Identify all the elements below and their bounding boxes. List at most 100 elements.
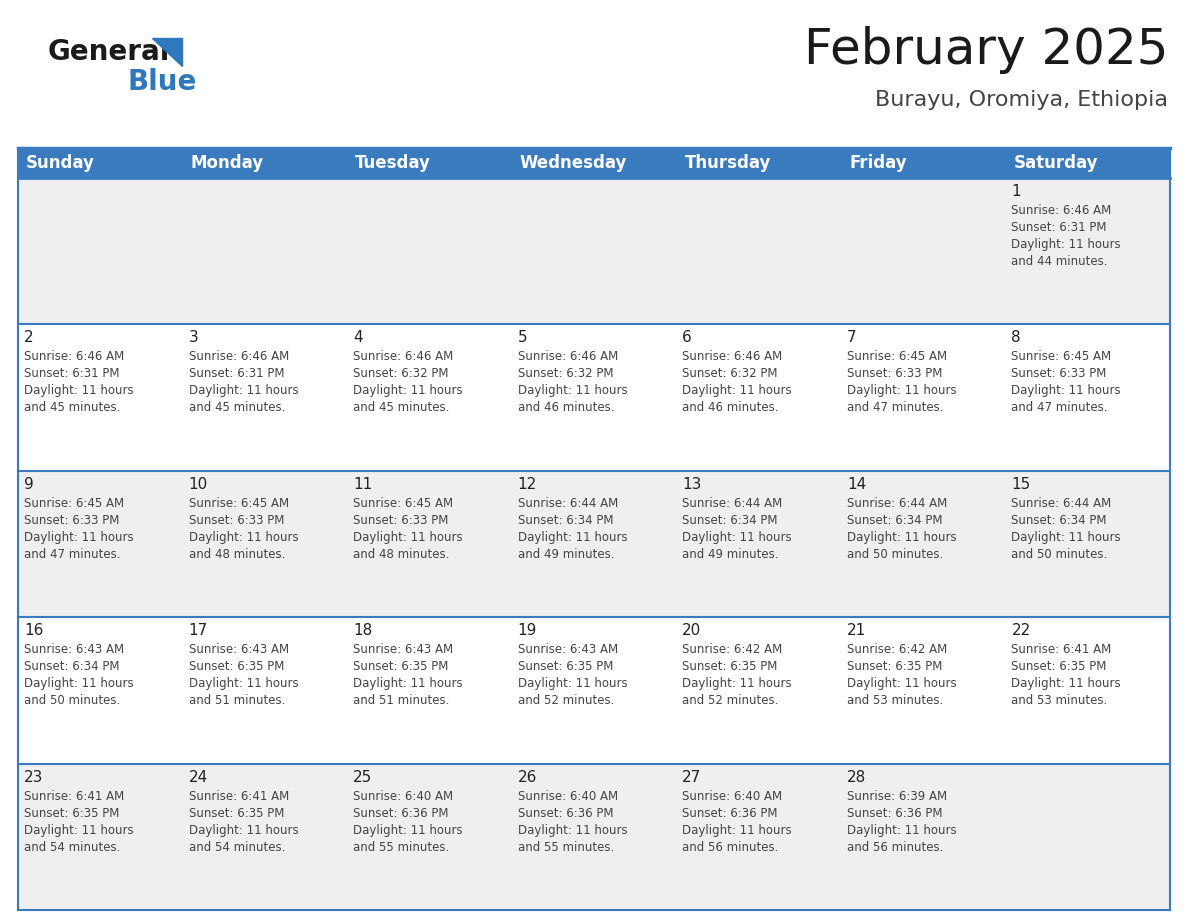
Text: Sunrise: 6:45 AM: Sunrise: 6:45 AM (24, 497, 124, 509)
Text: 16: 16 (24, 623, 44, 638)
Text: and 45 minutes.: and 45 minutes. (353, 401, 449, 414)
Text: General: General (48, 38, 170, 66)
Text: Daylight: 11 hours: Daylight: 11 hours (847, 531, 956, 543)
Text: Daylight: 11 hours: Daylight: 11 hours (682, 677, 792, 690)
Bar (18, 178, 1170, 324)
Text: 7: 7 (847, 330, 857, 345)
Text: and 48 minutes.: and 48 minutes. (353, 548, 449, 561)
Text: Sunrise: 6:43 AM: Sunrise: 6:43 AM (353, 644, 454, 656)
Text: and 49 minutes.: and 49 minutes. (518, 548, 614, 561)
Text: Sunrise: 6:40 AM: Sunrise: 6:40 AM (682, 789, 783, 802)
Text: and 46 minutes.: and 46 minutes. (518, 401, 614, 414)
Text: Sunset: 6:32 PM: Sunset: 6:32 PM (353, 367, 449, 380)
Text: 19: 19 (518, 623, 537, 638)
Bar (18, 764, 1170, 910)
Bar (676, 148, 841, 178)
Text: Daylight: 11 hours: Daylight: 11 hours (847, 823, 956, 836)
Text: Daylight: 11 hours: Daylight: 11 hours (1011, 677, 1121, 690)
Text: Sunrise: 6:42 AM: Sunrise: 6:42 AM (682, 644, 783, 656)
Text: Daylight: 11 hours: Daylight: 11 hours (518, 385, 627, 397)
Text: Daylight: 11 hours: Daylight: 11 hours (189, 531, 298, 543)
Text: and 47 minutes.: and 47 minutes. (1011, 401, 1108, 414)
Bar (18, 148, 183, 178)
Text: Sunset: 6:36 PM: Sunset: 6:36 PM (518, 807, 613, 820)
Text: 28: 28 (847, 769, 866, 785)
Text: Sunset: 6:33 PM: Sunset: 6:33 PM (353, 514, 449, 527)
Bar (18, 324, 1170, 471)
Text: Daylight: 11 hours: Daylight: 11 hours (1011, 238, 1121, 251)
Text: Tuesday: Tuesday (355, 154, 431, 172)
Text: 21: 21 (847, 623, 866, 638)
Text: Sunset: 6:33 PM: Sunset: 6:33 PM (847, 367, 942, 380)
Text: 10: 10 (189, 476, 208, 492)
Text: Daylight: 11 hours: Daylight: 11 hours (24, 385, 133, 397)
Text: 12: 12 (518, 476, 537, 492)
Text: and 56 minutes.: and 56 minutes. (847, 841, 943, 854)
Text: Friday: Friday (849, 154, 906, 172)
Text: Sunset: 6:33 PM: Sunset: 6:33 PM (189, 514, 284, 527)
Text: Saturday: Saturday (1013, 154, 1098, 172)
Bar (512, 148, 676, 178)
Text: Sunset: 6:31 PM: Sunset: 6:31 PM (24, 367, 120, 380)
Text: and 47 minutes.: and 47 minutes. (847, 401, 943, 414)
Text: Monday: Monday (191, 154, 264, 172)
Text: Daylight: 11 hours: Daylight: 11 hours (189, 677, 298, 690)
Text: 2: 2 (24, 330, 33, 345)
Text: Daylight: 11 hours: Daylight: 11 hours (353, 677, 463, 690)
Bar (18, 471, 1170, 617)
Text: and 55 minutes.: and 55 minutes. (353, 841, 449, 854)
Bar (18, 617, 1170, 764)
Text: Sunrise: 6:39 AM: Sunrise: 6:39 AM (847, 789, 947, 802)
Text: Daylight: 11 hours: Daylight: 11 hours (1011, 385, 1121, 397)
Text: 17: 17 (189, 623, 208, 638)
Text: 22: 22 (1011, 623, 1031, 638)
Text: Daylight: 11 hours: Daylight: 11 hours (24, 531, 133, 543)
Text: Sunset: 6:35 PM: Sunset: 6:35 PM (189, 660, 284, 673)
Text: and 55 minutes.: and 55 minutes. (518, 841, 614, 854)
Text: Daylight: 11 hours: Daylight: 11 hours (682, 823, 792, 836)
Text: 15: 15 (1011, 476, 1031, 492)
Text: Daylight: 11 hours: Daylight: 11 hours (353, 385, 463, 397)
Text: Daylight: 11 hours: Daylight: 11 hours (353, 823, 463, 836)
Text: and 44 minutes.: and 44 minutes. (1011, 255, 1108, 268)
Text: Sunset: 6:32 PM: Sunset: 6:32 PM (518, 367, 613, 380)
Text: Sunrise: 6:40 AM: Sunrise: 6:40 AM (353, 789, 454, 802)
Bar (1005, 148, 1170, 178)
Text: Sunrise: 6:45 AM: Sunrise: 6:45 AM (1011, 351, 1112, 364)
Text: Sunset: 6:35 PM: Sunset: 6:35 PM (24, 807, 119, 820)
Text: Sunrise: 6:43 AM: Sunrise: 6:43 AM (189, 644, 289, 656)
Text: Sunrise: 6:41 AM: Sunrise: 6:41 AM (1011, 644, 1112, 656)
Text: Wednesday: Wednesday (520, 154, 627, 172)
Text: and 46 minutes.: and 46 minutes. (682, 401, 779, 414)
Text: Sunset: 6:35 PM: Sunset: 6:35 PM (1011, 660, 1107, 673)
Text: Sunrise: 6:41 AM: Sunrise: 6:41 AM (189, 789, 289, 802)
Text: Sunrise: 6:40 AM: Sunrise: 6:40 AM (518, 789, 618, 802)
Text: Sunrise: 6:43 AM: Sunrise: 6:43 AM (518, 644, 618, 656)
Text: Sunrise: 6:41 AM: Sunrise: 6:41 AM (24, 789, 125, 802)
Text: 23: 23 (24, 769, 44, 785)
Text: and 50 minutes.: and 50 minutes. (24, 694, 120, 707)
Text: Daylight: 11 hours: Daylight: 11 hours (189, 385, 298, 397)
Text: and 47 minutes.: and 47 minutes. (24, 548, 120, 561)
Text: and 50 minutes.: and 50 minutes. (1011, 548, 1107, 561)
Text: Sunrise: 6:45 AM: Sunrise: 6:45 AM (353, 497, 454, 509)
Text: Sunset: 6:32 PM: Sunset: 6:32 PM (682, 367, 778, 380)
Text: Sunset: 6:33 PM: Sunset: 6:33 PM (1011, 367, 1107, 380)
Text: Sunset: 6:36 PM: Sunset: 6:36 PM (682, 807, 778, 820)
Text: 11: 11 (353, 476, 372, 492)
Text: Sunrise: 6:45 AM: Sunrise: 6:45 AM (847, 351, 947, 364)
Text: and 53 minutes.: and 53 minutes. (1011, 694, 1107, 707)
Text: Sunrise: 6:44 AM: Sunrise: 6:44 AM (682, 497, 783, 509)
Text: Sunrise: 6:46 AM: Sunrise: 6:46 AM (1011, 204, 1112, 217)
Text: Daylight: 11 hours: Daylight: 11 hours (24, 823, 133, 836)
Text: Sunset: 6:35 PM: Sunset: 6:35 PM (353, 660, 449, 673)
Bar (347, 148, 512, 178)
Text: 9: 9 (24, 476, 33, 492)
Text: Sunset: 6:33 PM: Sunset: 6:33 PM (24, 514, 119, 527)
Text: 14: 14 (847, 476, 866, 492)
Text: Sunrise: 6:45 AM: Sunrise: 6:45 AM (189, 497, 289, 509)
Text: Sunset: 6:36 PM: Sunset: 6:36 PM (353, 807, 449, 820)
Text: and 45 minutes.: and 45 minutes. (24, 401, 120, 414)
Text: Sunset: 6:34 PM: Sunset: 6:34 PM (847, 514, 942, 527)
Text: Daylight: 11 hours: Daylight: 11 hours (847, 385, 956, 397)
